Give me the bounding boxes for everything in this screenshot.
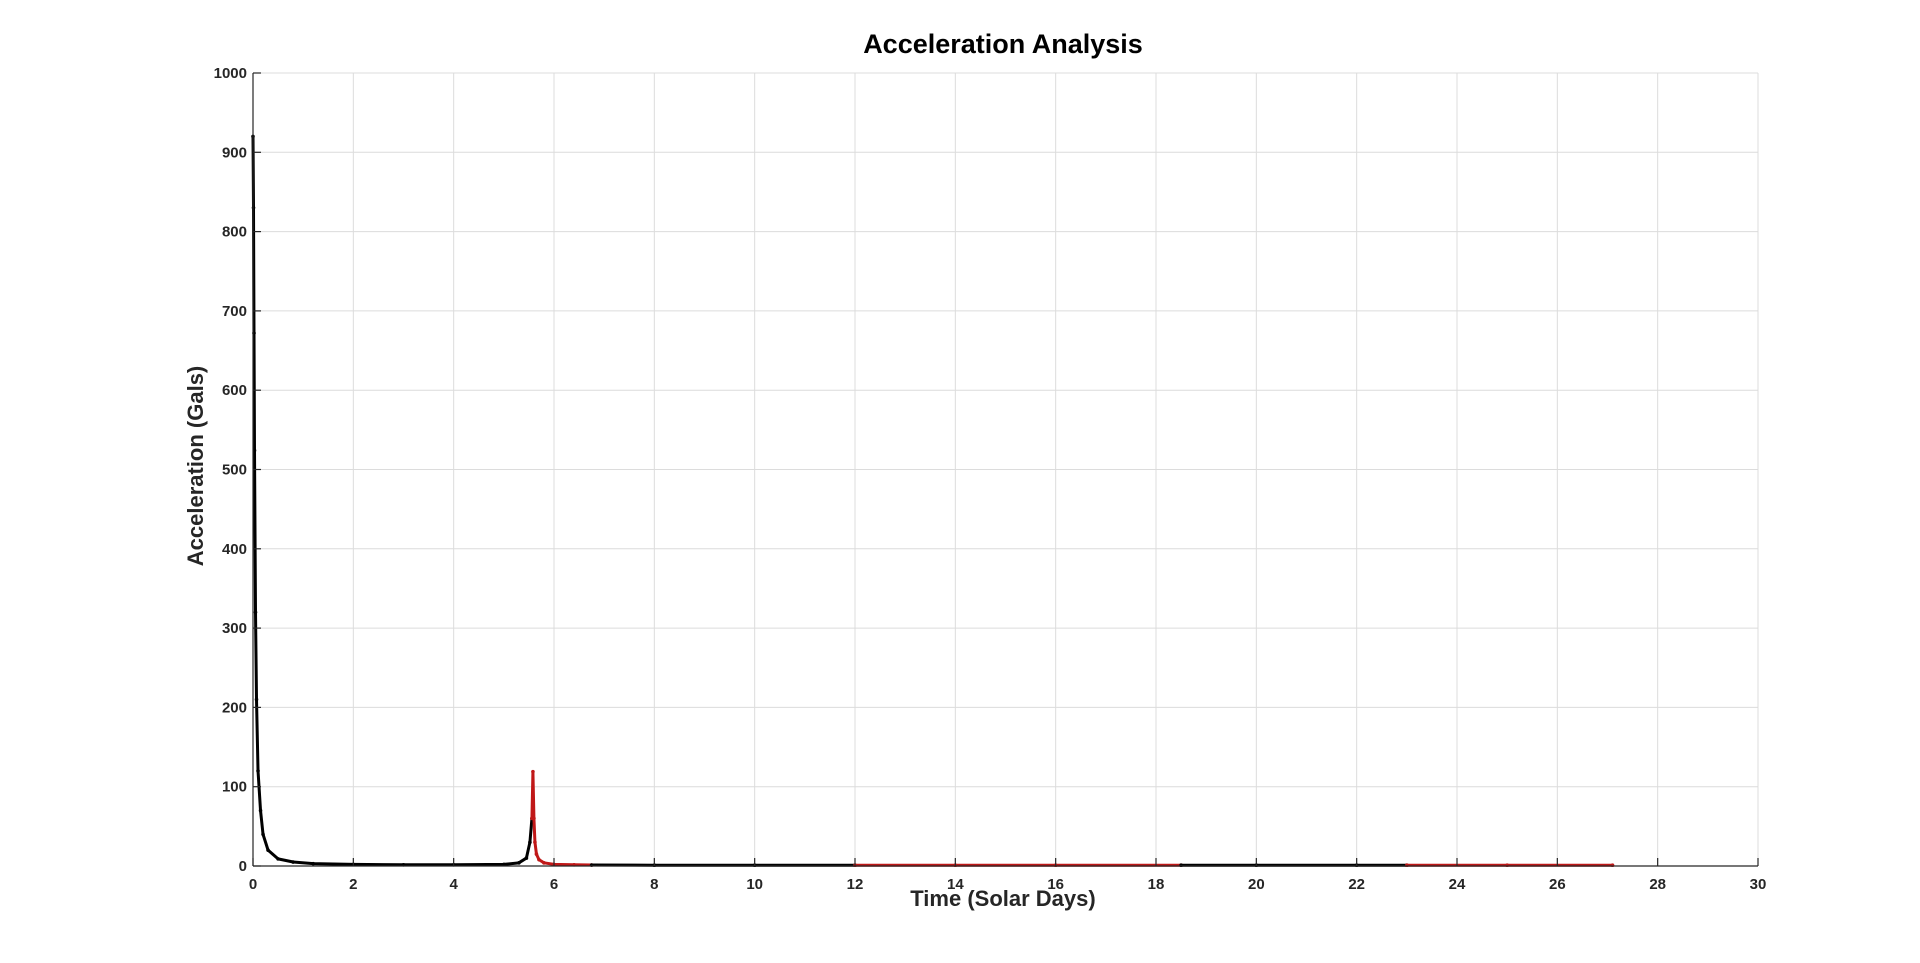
series-layer (251, 134, 1615, 868)
data-point (261, 832, 265, 837)
y-tick-label: 600 (222, 382, 247, 399)
grid (252, 72, 1759, 867)
y-tick-label: 1000 (214, 65, 247, 82)
data-point (532, 816, 536, 821)
x-axis-label: Time (Solar Days) (910, 886, 1095, 911)
x-tick-label: 20 (1248, 876, 1265, 893)
x-tick-label: 12 (847, 876, 864, 893)
data-point (531, 769, 535, 774)
data-point (291, 860, 295, 864)
y-tick-label: 200 (222, 699, 247, 716)
series-line-0 (251, 134, 534, 867)
y-tick-label: 300 (222, 620, 247, 637)
data-point (534, 852, 539, 856)
chart-title: Acceleration Analysis (863, 29, 1143, 59)
data-point (256, 769, 260, 773)
x-tick-label: 22 (1348, 876, 1365, 893)
x-tick-label: 24 (1449, 876, 1466, 893)
y-tick-label: 400 (222, 541, 247, 558)
series-line-1 (530, 770, 594, 867)
x-tick-label: 8 (650, 876, 658, 893)
data-point (542, 861, 546, 865)
data-point (252, 448, 257, 453)
y-tick-label: 700 (222, 303, 247, 320)
x-tick-label: 0 (249, 876, 257, 893)
y-tick-label: 500 (222, 462, 247, 479)
data-point (517, 861, 521, 865)
x-tick-label: 30 (1750, 876, 1767, 893)
chart-text: Acceleration Analysis Time (Solar Days) … (183, 29, 1143, 911)
data-point (502, 862, 506, 867)
data-point (276, 857, 280, 861)
y-axis-label: Acceleration (Gals) (183, 366, 208, 567)
x-tick-label: 28 (1649, 876, 1666, 893)
x-tick-label: 4 (449, 876, 458, 893)
x-tick-label: 6 (550, 876, 558, 893)
x-tick-label: 14 (947, 876, 964, 893)
data-point (258, 808, 263, 813)
data-point (266, 848, 270, 852)
axes: 0 2 4 6 8 10 12 14 16 18 20 22 24 26 28 300100200300400… (214, 65, 1767, 893)
x-tick-label: 2 (349, 876, 357, 893)
data-point (253, 610, 258, 615)
y-tick-label: 100 (222, 779, 247, 796)
data-point (537, 857, 541, 862)
data-point (533, 840, 537, 845)
data-point (254, 697, 259, 702)
y-tick-label: 800 (222, 224, 247, 241)
y-tick-label: 900 (222, 144, 247, 161)
y-tick-label: 0 (239, 858, 247, 875)
data-point (528, 840, 532, 845)
x-tick-label: 18 (1148, 876, 1165, 893)
data-point (524, 856, 529, 860)
x-tick-label: 10 (746, 876, 763, 893)
data-point (311, 861, 316, 866)
x-tick-label: 26 (1549, 876, 1566, 893)
x-tick-label: 16 (1047, 876, 1064, 893)
